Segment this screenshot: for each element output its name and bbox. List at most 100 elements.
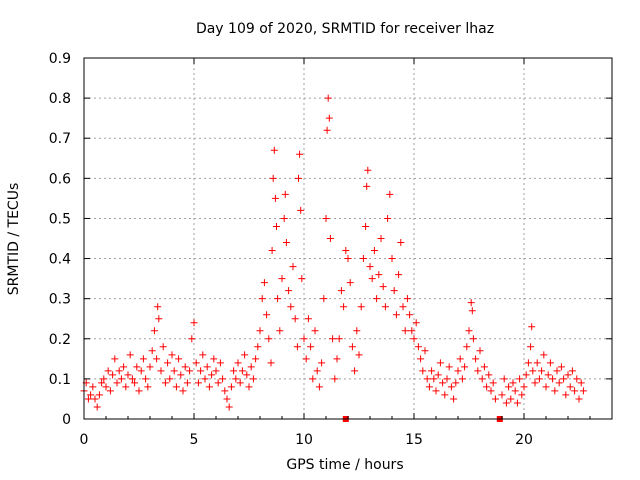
data-point xyxy=(454,367,462,375)
data-point xyxy=(555,379,563,387)
data-point xyxy=(331,375,339,383)
data-point xyxy=(100,375,108,383)
data-point xyxy=(234,359,242,367)
data-point xyxy=(465,327,473,335)
data-point xyxy=(144,383,152,391)
data-point xyxy=(381,303,389,311)
data-point xyxy=(208,371,216,379)
data-point xyxy=(342,247,350,255)
data-point xyxy=(267,359,275,367)
data-point xyxy=(436,359,444,367)
data-point xyxy=(265,335,273,343)
data-point xyxy=(518,391,526,399)
data-point xyxy=(168,351,176,359)
data-point xyxy=(126,351,134,359)
data-point xyxy=(562,391,570,399)
data-point xyxy=(557,363,565,371)
y-tick-label: 0.5 xyxy=(49,211,71,227)
data-point xyxy=(344,255,352,263)
data-point xyxy=(379,283,387,291)
data-point xyxy=(348,343,356,351)
data-point xyxy=(186,367,194,375)
data-point xyxy=(313,367,321,375)
data-point xyxy=(520,383,528,391)
data-point xyxy=(326,235,334,242)
data-point xyxy=(375,271,383,279)
data-point xyxy=(304,315,312,323)
data-point xyxy=(432,387,440,395)
data-point xyxy=(153,355,161,363)
data-point xyxy=(159,343,167,351)
data-point xyxy=(463,343,471,351)
data-point xyxy=(370,247,378,255)
data-point xyxy=(249,375,257,383)
data-point xyxy=(410,335,418,343)
data-point xyxy=(98,379,106,387)
data-point xyxy=(447,383,455,391)
data-point xyxy=(533,359,541,367)
data-point xyxy=(529,367,537,375)
data-point xyxy=(359,255,367,263)
data-point xyxy=(109,371,117,379)
data-point xyxy=(412,319,420,327)
data-point xyxy=(577,379,585,387)
data-point xyxy=(214,379,222,387)
data-point xyxy=(104,367,112,375)
data-point xyxy=(203,363,211,371)
data-point xyxy=(353,327,361,335)
data-point xyxy=(542,383,550,391)
data-point xyxy=(538,367,546,375)
data-point xyxy=(573,375,581,383)
data-point xyxy=(111,355,119,363)
data-point xyxy=(302,355,310,363)
data-point xyxy=(260,279,268,287)
data-point xyxy=(201,375,209,383)
data-point xyxy=(120,363,128,371)
data-point xyxy=(476,347,484,355)
data-point xyxy=(150,327,158,335)
data-point xyxy=(139,355,147,363)
data-point xyxy=(161,379,169,387)
data-point xyxy=(91,395,99,403)
data-point xyxy=(216,359,224,367)
data-point xyxy=(357,303,365,311)
y-tick-label: 0 xyxy=(62,412,71,428)
data-point xyxy=(364,166,372,174)
y-axis-label: SRMTID / TECUs xyxy=(6,183,22,296)
data-point xyxy=(155,315,163,323)
data-point xyxy=(469,335,477,343)
data-point xyxy=(311,327,319,335)
data-point xyxy=(377,235,385,242)
data-point xyxy=(87,391,95,399)
data-point xyxy=(468,307,476,315)
data-point xyxy=(175,355,183,363)
data-point xyxy=(225,403,233,411)
data-point xyxy=(274,295,282,303)
data-point xyxy=(480,363,488,371)
data-point xyxy=(564,371,572,379)
data-point xyxy=(450,395,458,403)
y-tick-label: 0.4 xyxy=(49,252,71,268)
data-point xyxy=(528,323,536,331)
data-point xyxy=(254,343,262,351)
data-point xyxy=(491,395,499,403)
data-point xyxy=(511,387,519,395)
data-point xyxy=(458,375,466,383)
data-point xyxy=(300,335,308,343)
data-point xyxy=(177,371,185,379)
data-point xyxy=(230,367,238,375)
y-tick-label: 0.2 xyxy=(49,332,71,348)
data-point xyxy=(417,355,425,363)
data-point xyxy=(315,383,323,391)
data-point xyxy=(247,363,255,371)
data-point xyxy=(579,387,587,395)
data-point xyxy=(212,367,220,375)
data-point xyxy=(337,287,345,295)
data-point xyxy=(551,387,559,395)
grid-lines xyxy=(84,58,612,419)
data-point xyxy=(478,375,486,383)
data-point xyxy=(309,375,317,383)
data-point xyxy=(256,327,264,335)
data-point xyxy=(227,383,235,391)
data-point xyxy=(258,295,266,303)
